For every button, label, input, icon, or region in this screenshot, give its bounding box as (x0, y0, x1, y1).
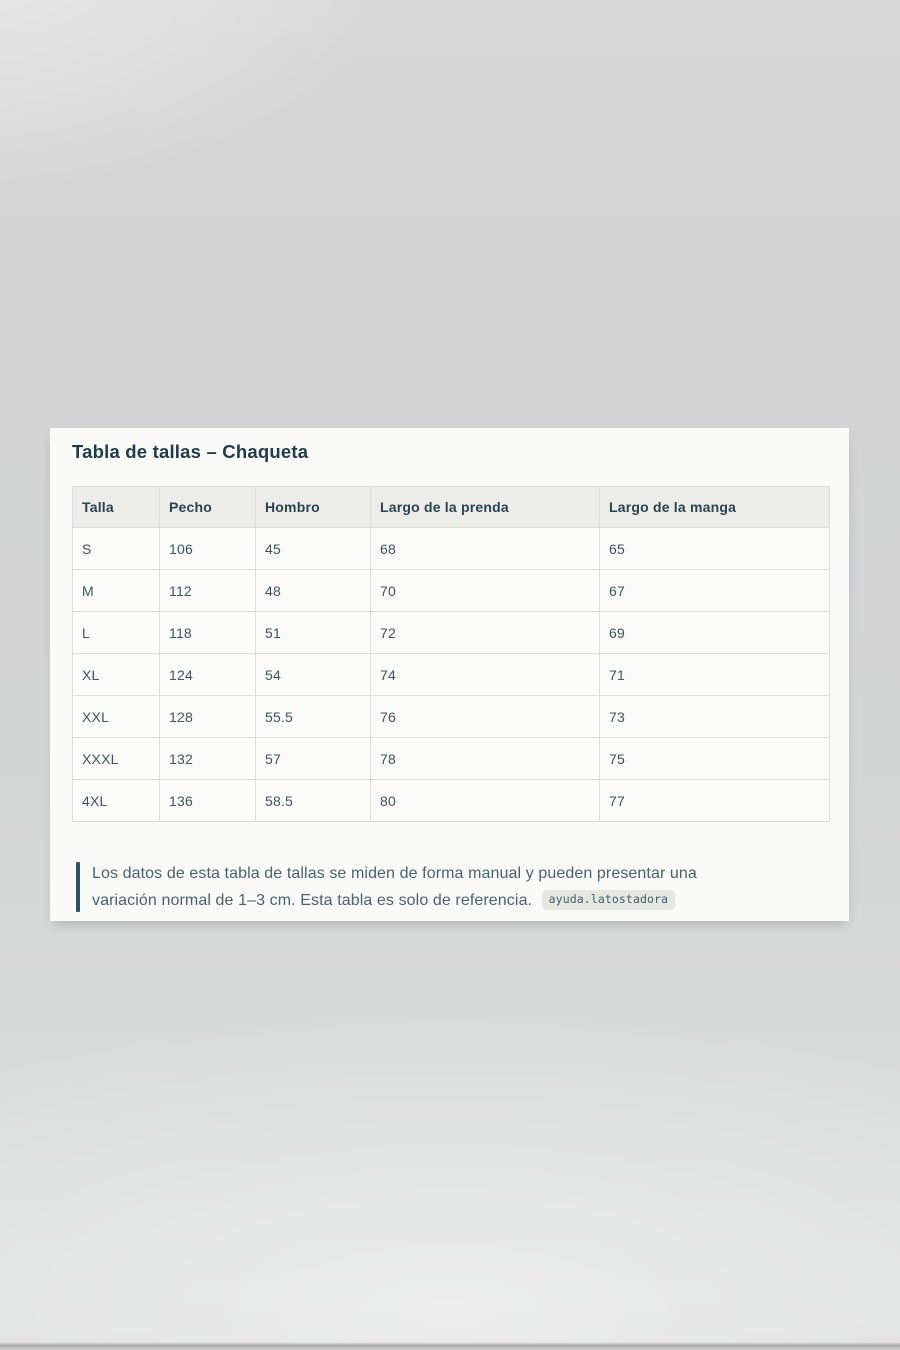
table-cell: 78 (370, 737, 600, 780)
table-cell: 51 (255, 611, 371, 654)
table-row-xxl: XXL 128 55.5 76 73 (72, 695, 830, 738)
table-cell: 106 (159, 527, 256, 570)
table-cell: 124 (159, 653, 256, 696)
table-cell: 76 (370, 695, 600, 738)
cell-size-label: L (72, 611, 160, 654)
cell-size-label: XXL (72, 695, 160, 738)
note-line-2: variación normal de 1–3 cm. Esta tabla e… (92, 892, 533, 909)
table-cell: 67 (599, 569, 830, 612)
table-cell: 128 (159, 695, 256, 738)
note-accent-bar (76, 862, 80, 912)
column-header-largo-manga: Largo de la manga (599, 486, 830, 528)
column-header-largo-prenda: Largo de la prenda (370, 486, 600, 528)
table-cell: 55.5 (255, 695, 371, 738)
table-cell: 48 (255, 569, 371, 612)
cell-size-label: XXXL (72, 737, 160, 780)
size-table: Talla Pecho Hombro Largo de la prenda La… (72, 486, 830, 822)
table-cell: 65 (599, 527, 830, 570)
table-cell: 80 (370, 779, 600, 822)
size-chart-card: Tabla de tallas – Chaqueta Talla Pecho H… (50, 428, 849, 921)
table-cell: 112 (159, 569, 256, 612)
table-row-l: L 118 51 72 69 (72, 611, 830, 654)
table-cell: 118 (159, 611, 256, 654)
source-badge: ayuda.latostadora (541, 890, 676, 910)
table-cell: 132 (159, 737, 256, 780)
table-cell: 77 (599, 779, 830, 822)
cell-size-label: S (72, 527, 160, 570)
column-header-hombro: Hombro (255, 486, 371, 528)
reference-note: Los datos de esta tabla de tallas se mid… (76, 860, 827, 914)
table-cell: 69 (599, 611, 830, 654)
column-header-talla: Talla (72, 486, 160, 528)
cell-size-label: M (72, 569, 160, 612)
table-row-4xl: 4XL 136 58.5 80 77 (72, 779, 830, 822)
table-cell: 54 (255, 653, 371, 696)
table-cell: 136 (159, 779, 256, 822)
table-row-xl: XL 124 54 74 71 (72, 653, 830, 696)
table-cell: 68 (370, 527, 600, 570)
note-text: Los datos de esta tabla de tallas se mid… (92, 860, 697, 914)
table-header-row: Talla Pecho Hombro Largo de la prenda La… (72, 486, 830, 528)
table-cell: 70 (370, 569, 600, 612)
table-cell: 74 (370, 653, 600, 696)
table-cell: 45 (255, 527, 371, 570)
table-cell: 58.5 (255, 779, 371, 822)
table-row-m: M 112 48 70 67 (72, 569, 830, 612)
page-title: Tabla de tallas – Chaqueta (72, 441, 309, 462)
table-cell: 75 (599, 737, 830, 780)
table-cell: 71 (599, 653, 830, 696)
table-cell: 57 (255, 737, 371, 780)
cell-size-label: 4XL (72, 779, 160, 822)
table-row-xxxl: XXXL 132 57 78 75 (72, 737, 830, 780)
table-cell: 72 (370, 611, 600, 654)
cell-size-label: XL (72, 653, 160, 696)
table-cell: 73 (599, 695, 830, 738)
column-header-pecho: Pecho (159, 486, 256, 528)
table-row-s: S 106 45 68 65 (72, 527, 830, 570)
note-line-1: Los datos de esta tabla de tallas se mid… (92, 865, 697, 882)
backdrop-floor-line (0, 1342, 900, 1350)
